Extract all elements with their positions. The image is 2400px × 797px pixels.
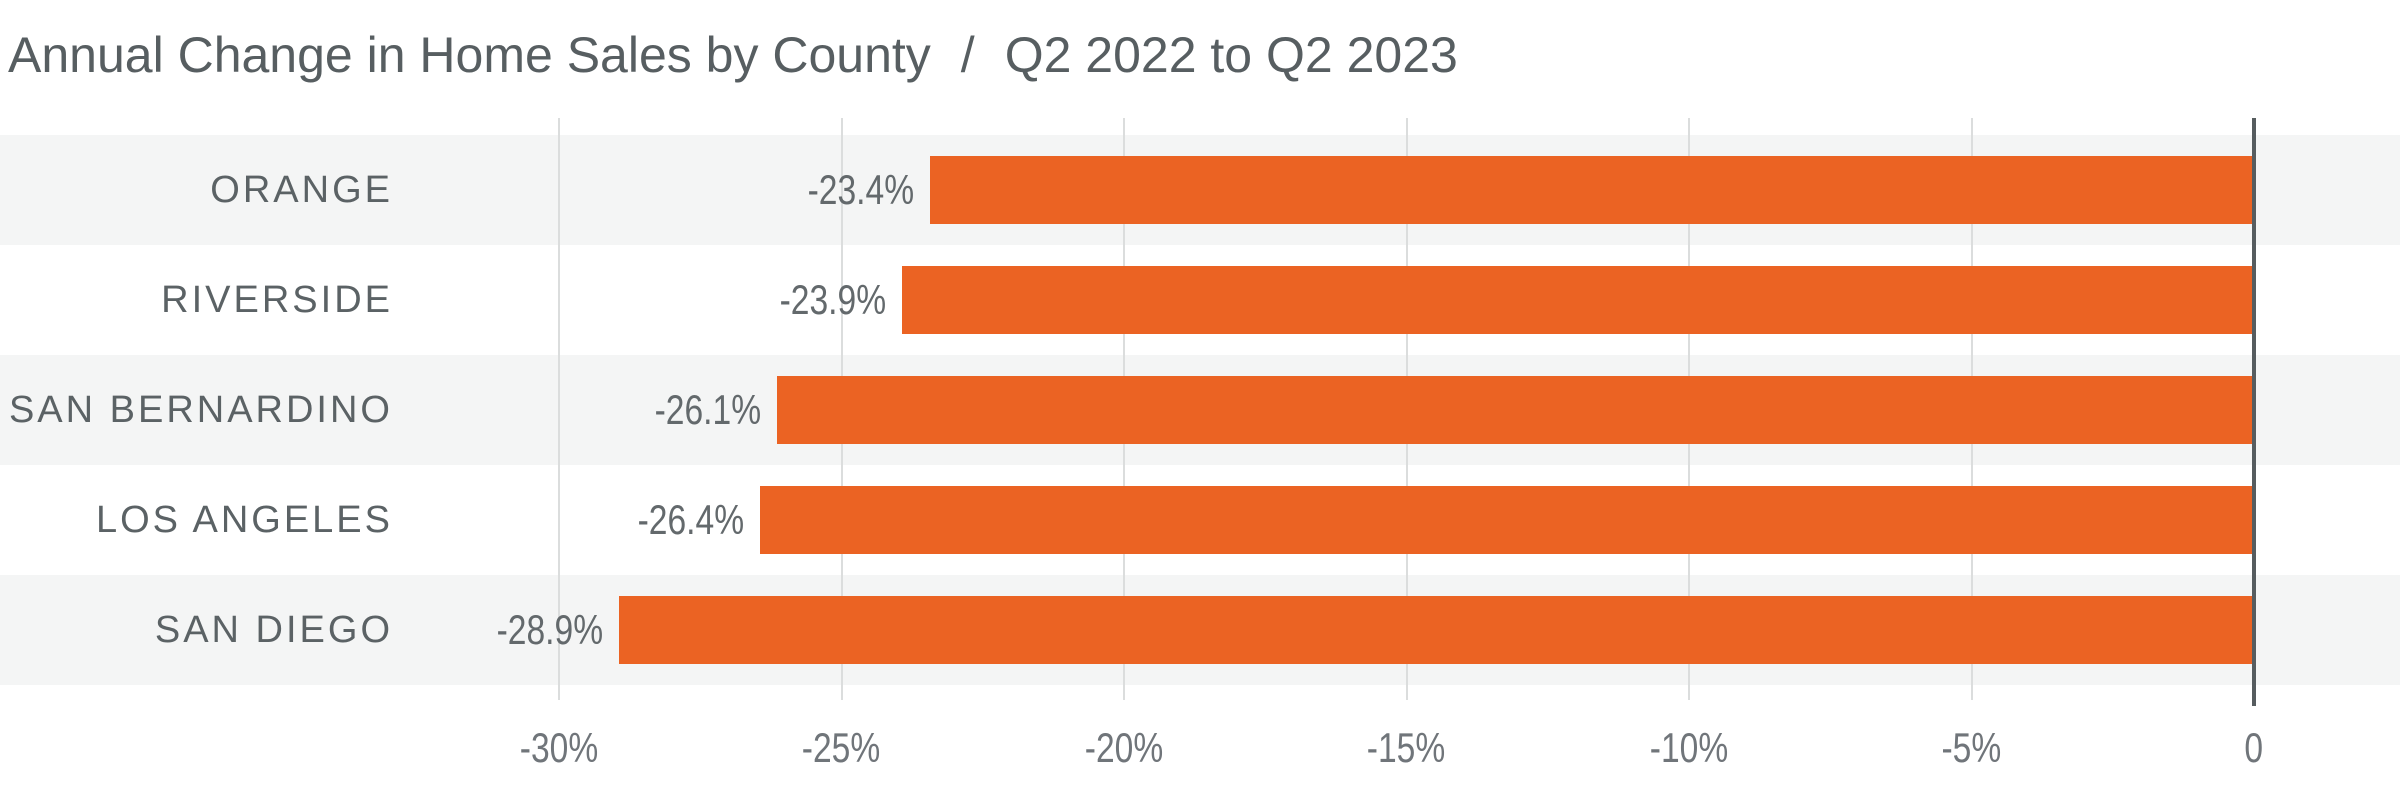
tick-text: -5% [1941, 724, 2002, 771]
value-label-los-angeles: -26.4% [0, 465, 744, 575]
bar-orange [929, 156, 2252, 224]
value-label-orange: -23.4% [0, 135, 914, 245]
bar-los-angeles [760, 486, 2252, 554]
value-text: -28.9% [496, 606, 604, 653]
category-label-los-angeles: LOS ANGELES [95, 499, 393, 541]
chart-title-main: Annual Change in Home Sales by County [8, 27, 931, 83]
axis-tick-label-neg30pct: -30% [409, 724, 709, 772]
chart-title: Annual Change in Home Sales by County / … [8, 24, 1458, 87]
axis-tick-label-neg15pct: -15% [1257, 724, 1557, 772]
value-text: -23.9% [779, 276, 886, 323]
tick-text: 0 [2244, 724, 2264, 771]
axis-tick-label-0: 0 [2104, 724, 2400, 772]
bar-san-diego [619, 596, 2252, 664]
axis-tick-label-neg10pct: -10% [1539, 724, 1839, 772]
value-text: -26.1% [654, 386, 762, 433]
category-label-san-bernardino: SAN BERNARDINO [8, 389, 393, 431]
value-text: -26.4% [637, 496, 745, 543]
category-label-orange: ORANGE [210, 169, 393, 211]
tick-text: -15% [1367, 724, 1446, 771]
tick-text: -10% [1649, 724, 1729, 771]
bar-san-bernardino [777, 376, 2252, 444]
tick-text: -30% [519, 724, 599, 771]
axis-tick-label-neg5pct: -5% [1822, 724, 2122, 772]
gridline-neg30 [558, 118, 560, 700]
value-label-riverside: -23.9% [0, 245, 886, 355]
tick-text: -20% [1084, 724, 1164, 771]
value-label-san-diego: -28.9% [0, 575, 603, 685]
value-text: -23.4% [807, 166, 914, 213]
chart-title-period: Q2 2022 to Q2 2023 [1004, 27, 1458, 83]
tick-text: -25% [802, 724, 881, 771]
bar-riverside [901, 266, 2252, 334]
axis-tick-label-neg25pct: -25% [692, 724, 992, 772]
category-label-san-diego: SAN DIEGO [154, 609, 393, 651]
category-label-riverside: RIVERSIDE [161, 279, 393, 321]
axis-tick-label-neg20pct: -20% [974, 724, 1274, 772]
zero-axis-line [2252, 118, 2256, 706]
value-label-san-bernardino: -26.1% [0, 355, 761, 465]
chart-title-separator: / [960, 27, 975, 83]
